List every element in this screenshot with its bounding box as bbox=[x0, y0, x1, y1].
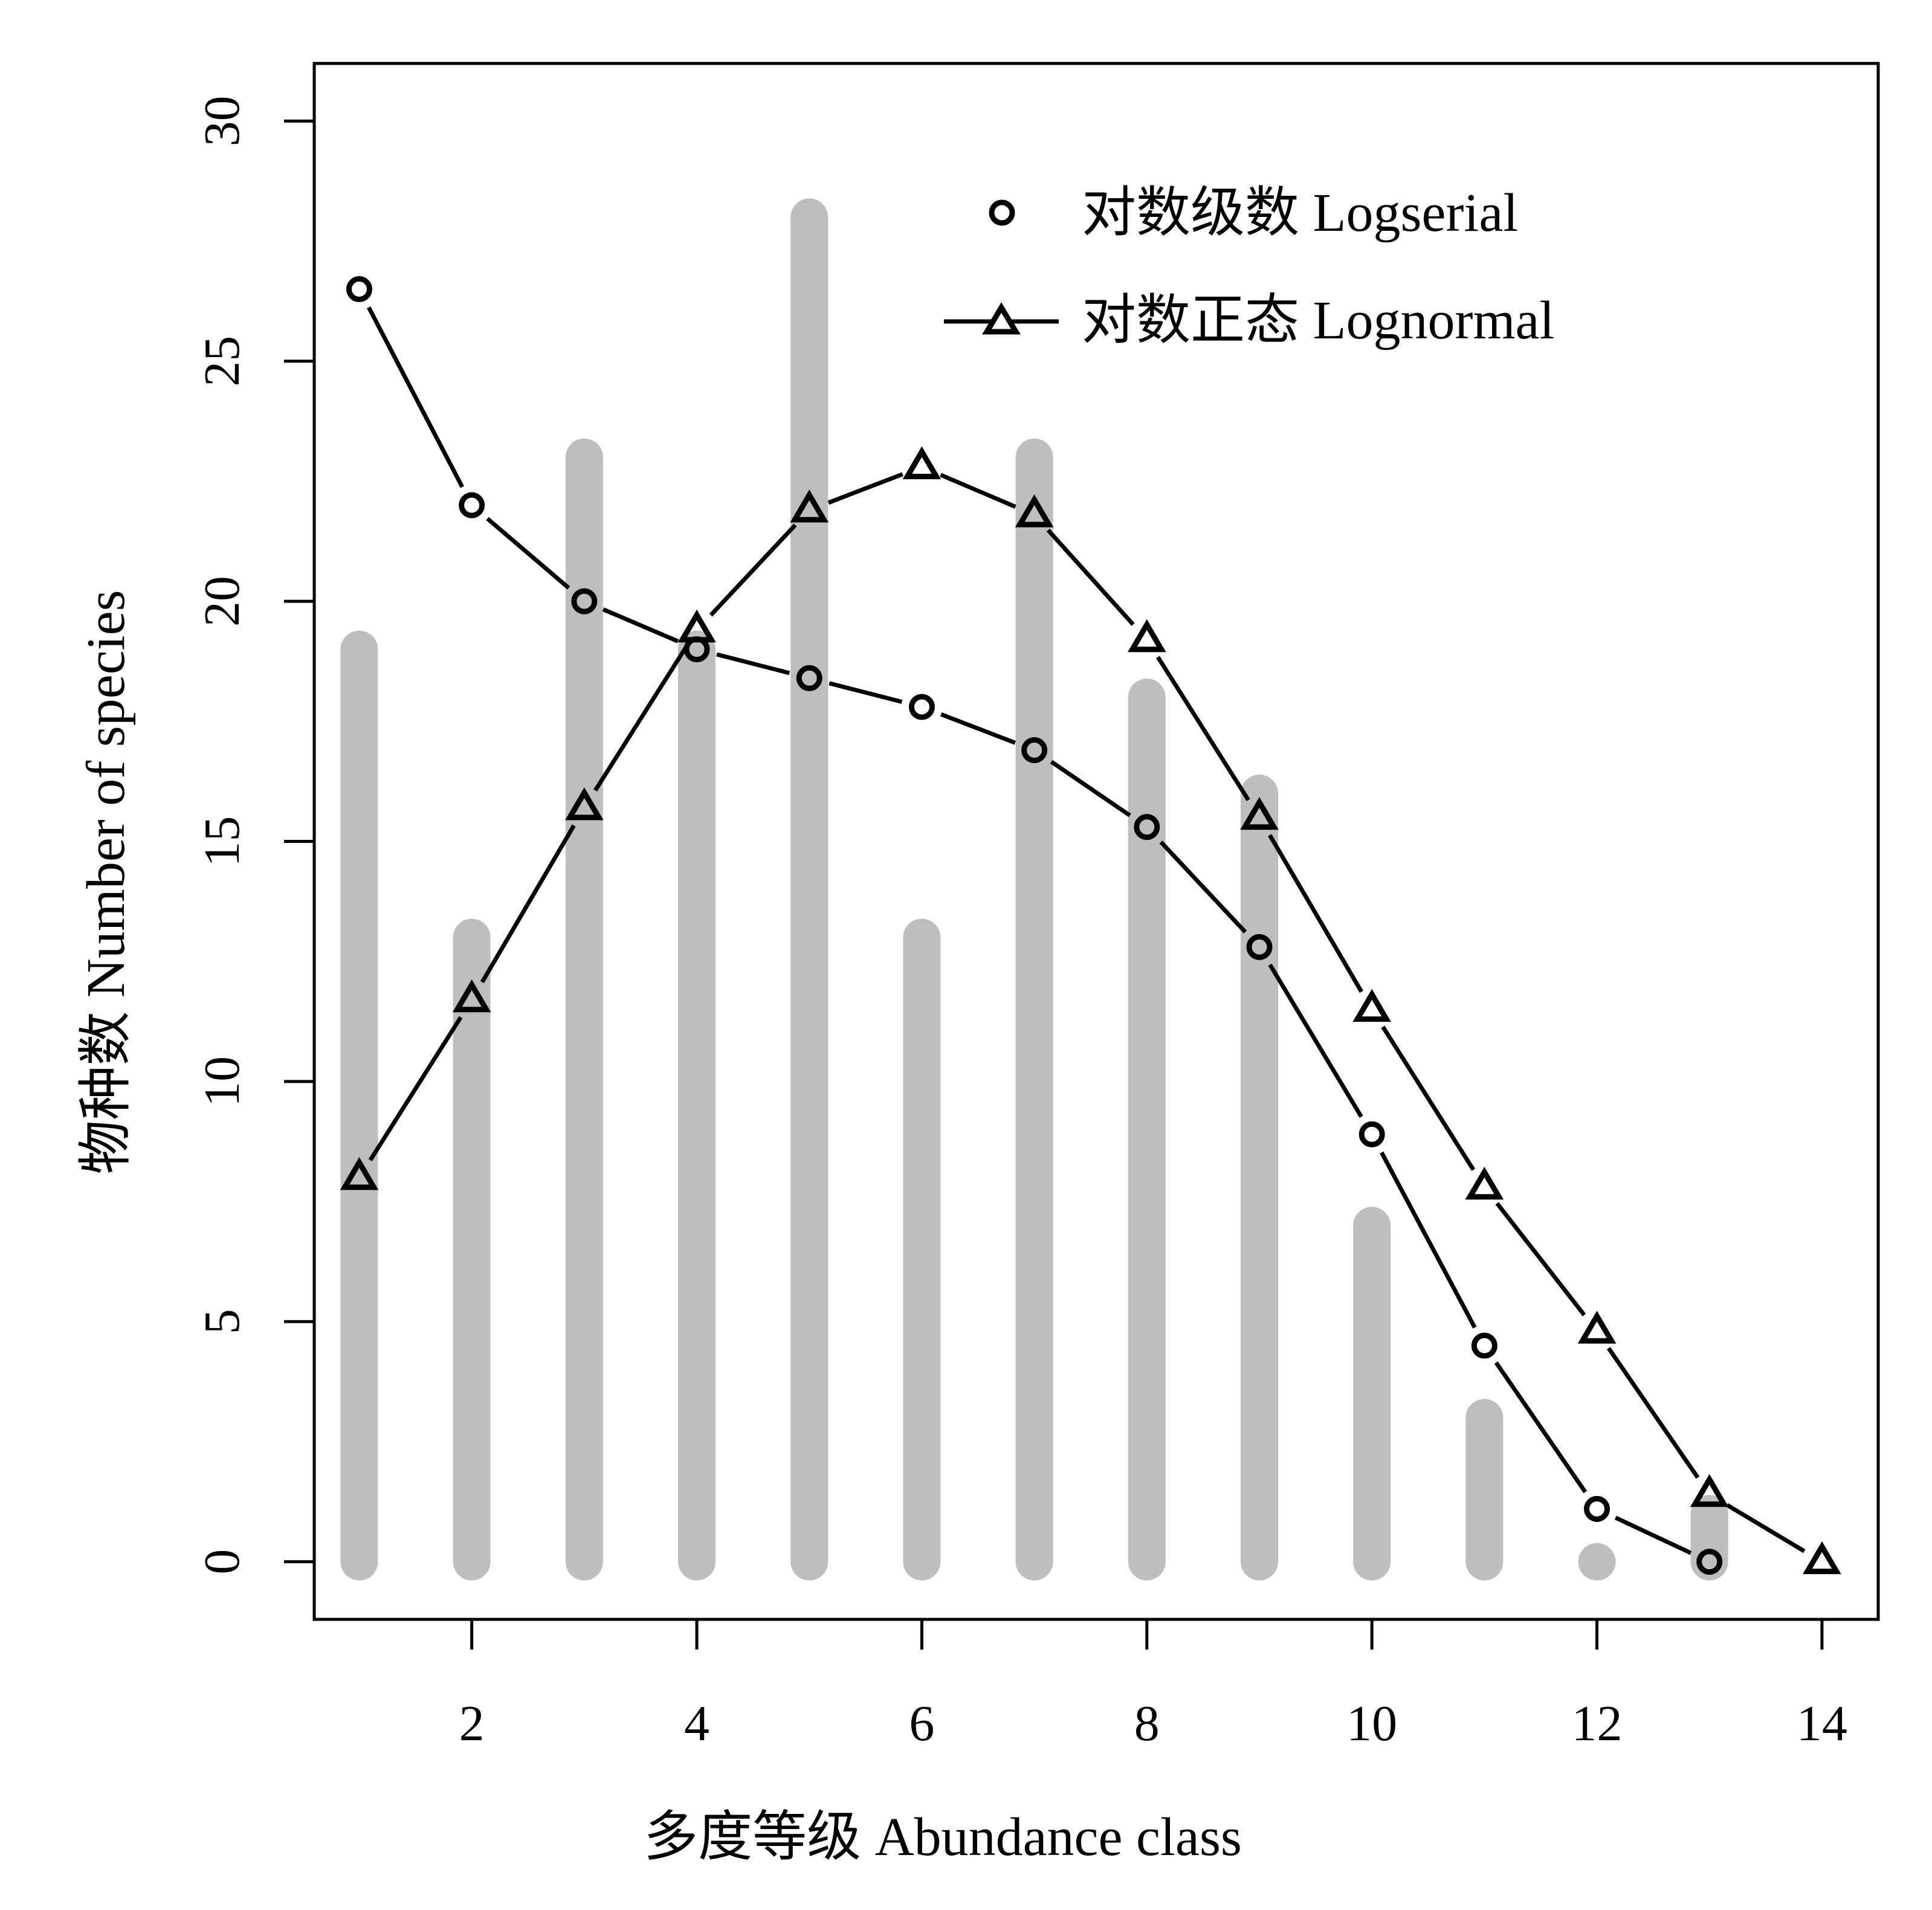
series-segment bbox=[1726, 1503, 1806, 1553]
x-tick-label: 12 bbox=[1572, 1695, 1623, 1752]
point-triangle bbox=[1690, 1474, 1729, 1507]
point-circle bbox=[459, 492, 485, 518]
point-triangle bbox=[1240, 796, 1279, 830]
legend-triangle-marker bbox=[982, 302, 1021, 335]
y-tick-label: 5 bbox=[194, 1309, 250, 1334]
point-triangle bbox=[1352, 989, 1392, 1022]
series-segment bbox=[486, 517, 570, 590]
series-segment bbox=[1614, 1515, 1692, 1555]
observed-bars bbox=[340, 198, 1728, 1581]
y-tick-label: 0 bbox=[194, 1549, 250, 1575]
point-triangle bbox=[565, 787, 604, 821]
legend-circle-marker bbox=[989, 199, 1015, 226]
series-segment bbox=[829, 681, 903, 704]
legend: 对数级数 Logserial 对数正态 Lognormal bbox=[944, 183, 1554, 350]
point-circle bbox=[908, 694, 935, 720]
series-segment bbox=[602, 607, 679, 644]
series-segment bbox=[1156, 656, 1250, 801]
point-triangle bbox=[677, 609, 716, 643]
fitted-lines bbox=[367, 306, 1806, 1555]
y-axis-title: 物种数 Number of species bbox=[76, 590, 136, 1174]
fitted-markers bbox=[340, 276, 1841, 1575]
point-circle bbox=[1696, 1549, 1723, 1575]
point-circle bbox=[796, 665, 822, 691]
x-tick-label: 2 bbox=[459, 1695, 485, 1752]
point-triangle bbox=[1465, 1166, 1504, 1200]
series-segment bbox=[367, 306, 465, 488]
y-axis: 0 5 10 15 20 25 30 bbox=[194, 95, 314, 1575]
series-segment bbox=[709, 523, 797, 617]
series-segment bbox=[480, 824, 576, 984]
series-segment bbox=[1495, 1202, 1586, 1317]
series-segment bbox=[368, 1016, 463, 1161]
x-tick-label: 6 bbox=[909, 1695, 934, 1752]
point-triangle bbox=[1015, 494, 1054, 528]
legend-label-logserial: 对数级数 Logserial bbox=[1082, 183, 1518, 243]
x-tick-label: 14 bbox=[1797, 1695, 1847, 1752]
point-circle bbox=[1359, 1121, 1385, 1147]
point-triangle bbox=[452, 979, 491, 1013]
y-tick-label: 20 bbox=[194, 576, 250, 627]
series-segment bbox=[1046, 528, 1135, 626]
point-triangle bbox=[1127, 619, 1166, 653]
series-segment bbox=[593, 646, 688, 792]
point-circle bbox=[1246, 934, 1273, 960]
series-segment bbox=[1606, 1347, 1700, 1479]
series-segment bbox=[716, 652, 790, 676]
x-tick-label: 10 bbox=[1346, 1695, 1397, 1752]
point-triangle bbox=[1803, 1541, 1841, 1575]
point-circle bbox=[1584, 1495, 1611, 1522]
point-circle bbox=[1471, 1332, 1497, 1359]
point-triangle bbox=[340, 1157, 379, 1190]
series-segment bbox=[1494, 1361, 1588, 1494]
x-axis-title: 多度等级 Abundance class bbox=[644, 1807, 1242, 1867]
series-segment bbox=[1159, 840, 1247, 934]
series-segment bbox=[827, 472, 903, 505]
series-segment bbox=[1381, 1025, 1476, 1171]
series-segment bbox=[1050, 760, 1131, 818]
point-triangle bbox=[1577, 1311, 1617, 1344]
series-segment bbox=[1268, 834, 1363, 993]
y-tick-label: 30 bbox=[194, 95, 250, 146]
point-circle bbox=[346, 276, 372, 303]
y-tick-label: 15 bbox=[194, 816, 250, 867]
point-triangle bbox=[902, 446, 942, 480]
point-circle bbox=[1021, 737, 1048, 763]
series-segment bbox=[940, 473, 1016, 509]
x-tick-label: 4 bbox=[684, 1695, 709, 1752]
x-tick-label: 8 bbox=[1134, 1695, 1160, 1752]
legend-label-lognormal: 对数正态 Lognormal bbox=[1082, 291, 1554, 350]
y-tick-label: 25 bbox=[194, 336, 250, 387]
y-tick-label: 10 bbox=[194, 1056, 250, 1107]
point-circle bbox=[1134, 814, 1160, 840]
point-triangle bbox=[790, 489, 829, 523]
series-segment bbox=[940, 712, 1016, 745]
x-axis: 2 4 6 8 10 12 14 bbox=[459, 1619, 1847, 1752]
point-circle bbox=[571, 588, 598, 615]
series-segment bbox=[1380, 1151, 1477, 1329]
series-segment bbox=[1268, 963, 1363, 1118]
